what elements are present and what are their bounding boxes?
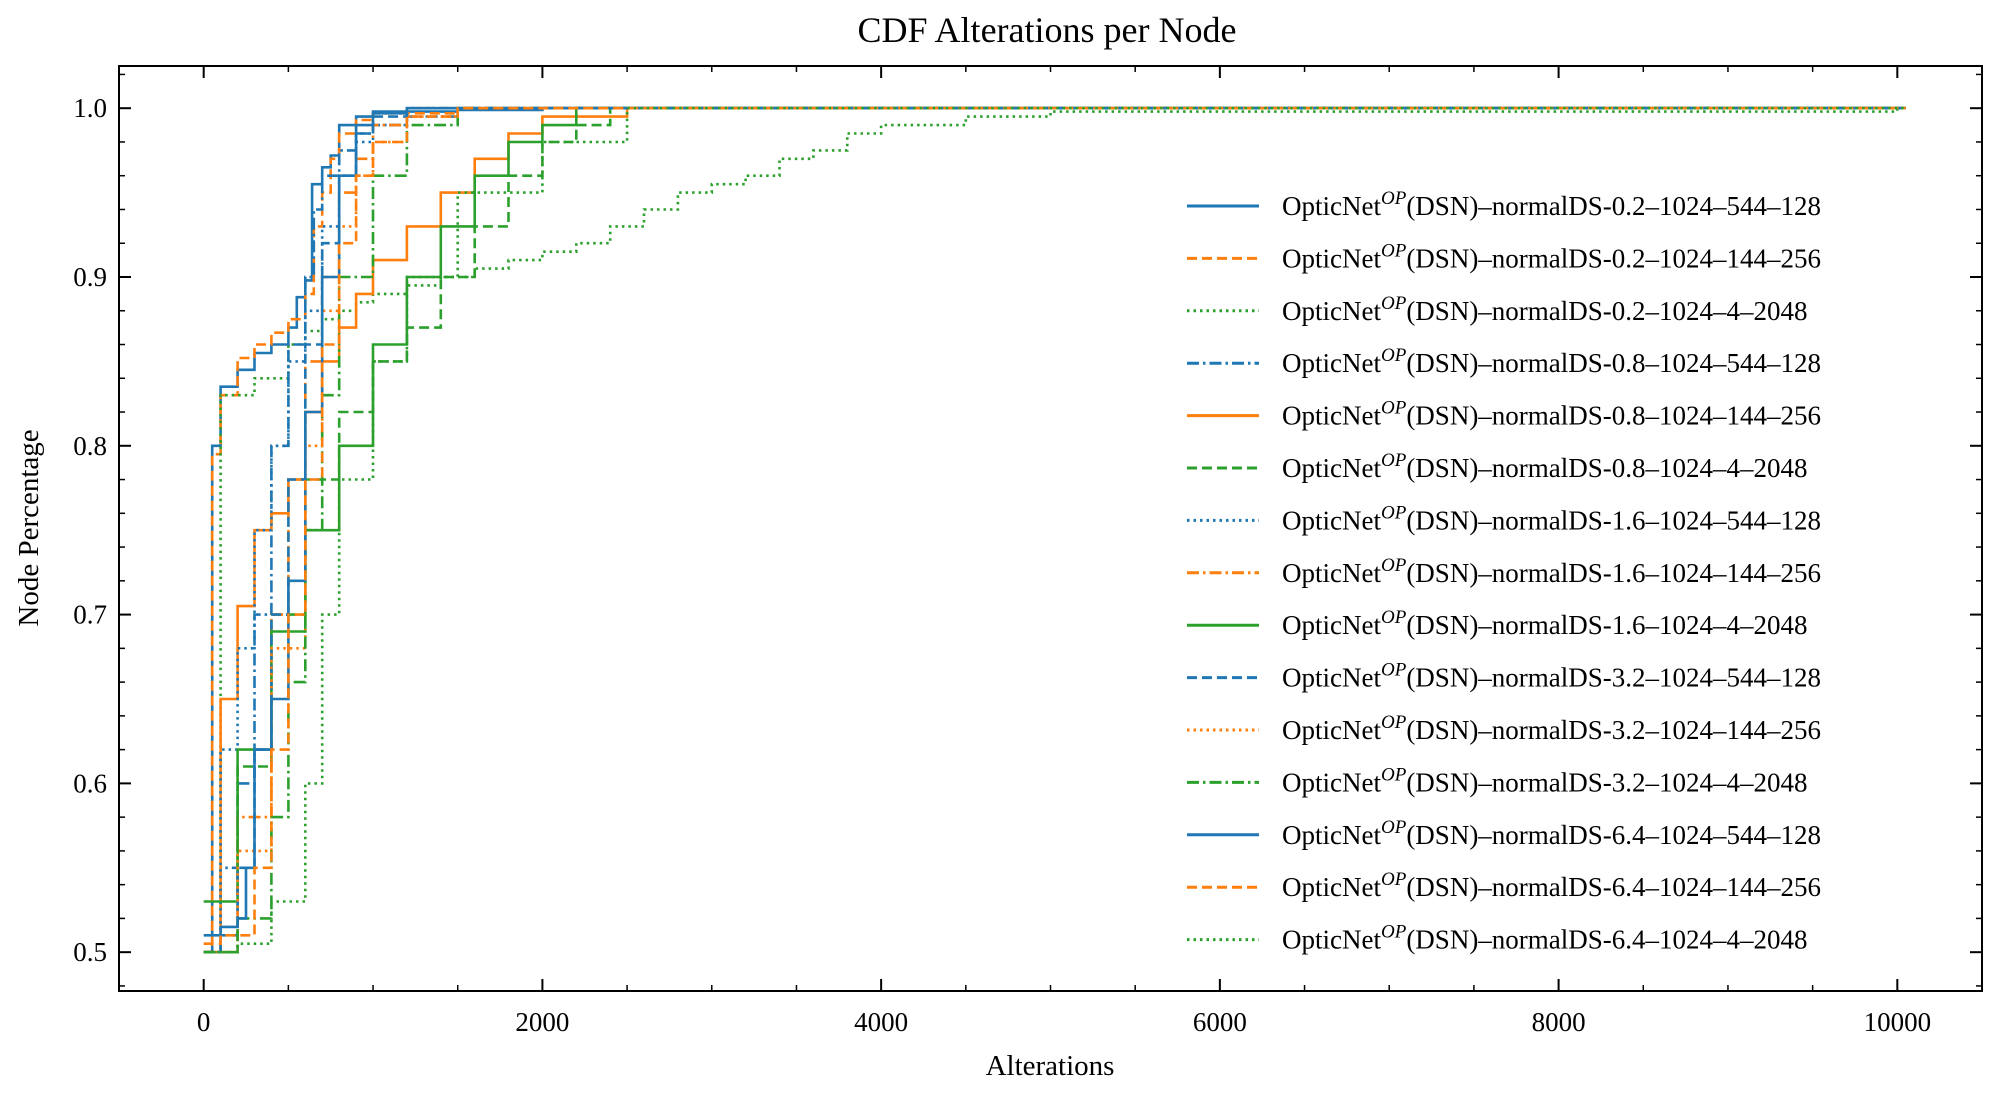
- x-tick-label: 2000: [515, 1007, 569, 1037]
- legend: OpticNetOP(DSN)–normalDS-0.2–1024–544–12…: [1187, 188, 1821, 955]
- legend-label: OpticNetOP(DSN)–normalDS-6.4–1024–544–12…: [1282, 817, 1821, 850]
- x-tick-label: 8000: [1532, 1007, 1586, 1037]
- legend-label: OpticNetOP(DSN)–normalDS-6.4–1024–144–25…: [1282, 869, 1821, 902]
- series-line: [203, 106, 1906, 954]
- legend-label: OpticNetOP(DSN)–normalDS-1.6–1024–144–25…: [1282, 555, 1821, 588]
- legend-label: OpticNetOP(DSN)–normalDS-3.2–1024–544–12…: [1282, 660, 1821, 693]
- legend-label: OpticNetOP(DSN)–normalDS-0.2–1024–544–12…: [1282, 188, 1821, 221]
- x-tick-label: 6000: [1193, 1007, 1247, 1037]
- series-layer: [203, 106, 1906, 954]
- legend-label: OpticNetOP(DSN)–normalDS-1.6–1024–4–2048: [1282, 607, 1808, 640]
- legend-label: OpticNetOP(DSN)–normalDS-0.8–1024–544–12…: [1282, 345, 1821, 378]
- x-axis: 0 2000 4000 6000 8000 10000: [118, 66, 1983, 1037]
- legend-label: OpticNetOP(DSN)–normalDS-3.2–1024–144–25…: [1282, 712, 1821, 745]
- y-tick-label: 0.9: [73, 262, 107, 292]
- legend-label: OpticNetOP(DSN)–normalDS-6.4–1024–4–2048: [1282, 922, 1808, 955]
- x-tick-label: 0: [197, 1007, 211, 1037]
- y-axis-label: Node Percentage: [13, 429, 45, 626]
- y-tick-label: 0.7: [73, 600, 107, 630]
- legend-label: OpticNetOP(DSN)–normalDS-0.2–1024–144–25…: [1282, 240, 1821, 273]
- series-line: [203, 106, 1906, 954]
- legend-label: OpticNetOP(DSN)–normalDS-3.2–1024–4–2048: [1282, 764, 1808, 797]
- y-tick-label: 1.0: [73, 93, 107, 123]
- series-line: [203, 106, 1906, 954]
- x-axis-label: Alterations: [986, 1050, 1115, 1082]
- y-axis: 0.5 0.6 0.7 0.8 0.9 1.0: [73, 73, 1982, 987]
- series-line: [203, 106, 1906, 954]
- y-tick-label: 0.8: [73, 431, 107, 461]
- legend-label: OpticNetOP(DSN)–normalDS-0.8–1024–144–25…: [1282, 398, 1821, 431]
- x-tick-label: 10000: [1864, 1007, 1932, 1037]
- chart-title: CDF Alterations per Node: [858, 10, 1237, 50]
- series-line: [203, 106, 1906, 937]
- legend-label: OpticNetOP(DSN)–normalDS-0.2–1024–4–2048: [1282, 293, 1808, 326]
- legend-label: OpticNetOP(DSN)–normalDS-0.8–1024–4–2048: [1282, 450, 1808, 483]
- y-tick-label: 0.5: [73, 937, 107, 967]
- legend-label: OpticNetOP(DSN)–normalDS-1.6–1024–544–12…: [1282, 502, 1821, 535]
- y-tick-label: 0.6: [73, 768, 107, 798]
- series-line: [203, 106, 1906, 954]
- x-tick-label: 4000: [854, 1007, 908, 1037]
